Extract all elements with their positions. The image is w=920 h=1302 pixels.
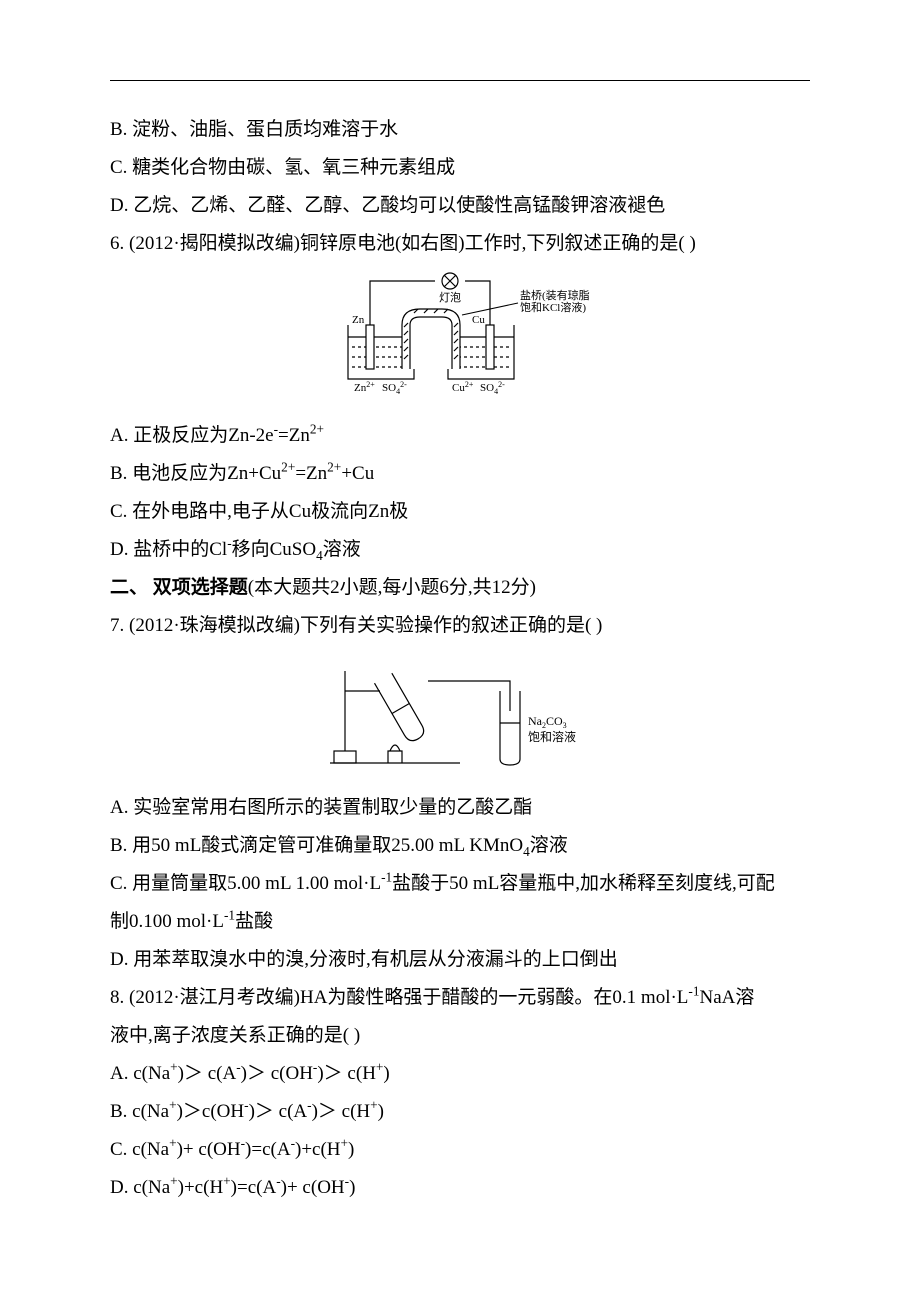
q6-option-d: D. 盐桥中的Cl-移向CuSO4溶液: [110, 531, 810, 569]
q5-option-d: D. 乙烷、乙烯、乙醛、乙醇、乙酸均可以使酸性高锰酸钾溶液褪色: [110, 187, 810, 225]
section-2-desc: (本大题共2小题,每小题6分,共12分): [248, 577, 536, 598]
q8-option-b: B. c(Na+)＞c(OH-)＞ c(A-)＞ c(H+): [110, 1093, 810, 1131]
q5-option-b: B. 淀粉、油脂、蛋白质均难溶于水: [110, 111, 810, 149]
exam-page: B. 淀粉、油脂、蛋白质均难溶于水 C. 糖类化合物由碳、氢、氧三种元素组成 D…: [0, 0, 920, 1302]
q6-option-a: A. 正极反应为Zn-2e-=Zn2+: [110, 417, 810, 455]
q8-option-d: D. c(Na+)+c(H+)=c(A-)+ c(OH-): [110, 1169, 810, 1207]
q8-stem-line2: 液中,离子浓度关系正确的是( ): [110, 1017, 810, 1055]
zn-ion-label: Zn2+: [354, 380, 375, 394]
salt-bridge-label-1: 盐桥(装有琼脂-: [520, 288, 590, 302]
section-2-header: 二、 双项选择题(本大题共2小题,每小题6分,共12分): [110, 569, 810, 607]
cu-electrode-label: Cu: [472, 314, 485, 326]
q6-option-c: C. 在外电路中,电子从Cu极流向Zn极: [110, 493, 810, 531]
q7-figure: Na2CO3 饱和溶液: [110, 651, 810, 785]
ester-apparatus-diagram: Na2CO3 饱和溶液: [310, 651, 610, 771]
q8-option-a: A. c(Na+)＞ c(A-)＞ c(OH-)＞ c(H+): [110, 1055, 810, 1093]
q8-option-c: C. c(Na+)+ c(OH-)=c(A-)+c(H+): [110, 1131, 810, 1169]
q7-option-b: B. 用50 mL酸式滴定管可准确量取25.00 mL KMnO4溶液: [110, 827, 810, 865]
na2co3-label: Na2CO3: [528, 714, 567, 730]
q7-option-d: D. 用苯萃取溴水中的溴,分液时,有机层从分液漏斗的上口倒出: [110, 941, 810, 979]
so4-ion-label-left: SO42-: [382, 380, 407, 396]
q6-option-b: B. 电池反应为Zn+Cu2+=Zn2++Cu: [110, 455, 810, 493]
bulb-label: 灯泡: [439, 290, 461, 304]
section-2-label: 二、 双项选择题: [110, 577, 248, 598]
so4-ion-label-right: SO42-: [480, 380, 505, 396]
salt-bridge-label-2: 饱和KCl溶液): [520, 300, 586, 314]
saturated-label: 饱和溶液: [528, 729, 576, 744]
top-rule: [110, 80, 810, 81]
zn-electrode-label: Zn: [352, 314, 365, 326]
q7-option-c-line2: 制0.100 mol·L-1盐酸: [110, 903, 810, 941]
q7-option-a: A. 实验室常用右图所示的装置制取少量的乙酸乙酯: [110, 789, 810, 827]
q5-option-c: C. 糖类化合物由碳、氢、氧三种元素组成: [110, 149, 810, 187]
cu-ion-label: Cu2+: [452, 380, 474, 394]
galvanic-cell-diagram: 灯泡 盐桥(装有琼脂- 饱和KCl溶液) Zn Cu Zn2+ SO42- Cu…: [330, 269, 590, 399]
q7-stem: 7. (2012·珠海模拟改编)下列有关实验操作的叙述正确的是( ): [110, 607, 810, 645]
q6-stem: 6. (2012·揭阳模拟改编)铜锌原电池(如右图)工作时,下列叙述正确的是( …: [110, 225, 810, 263]
q6-figure: 灯泡 盐桥(装有琼脂- 饱和KCl溶液) Zn Cu Zn2+ SO42- Cu…: [110, 269, 810, 413]
q7-option-c-line1: C. 用量筒量取5.00 mL 1.00 mol·L-1盐酸于50 mL容量瓶中…: [110, 865, 810, 903]
q8-stem-line1: 8. (2012·湛江月考改编)HA为酸性略强于醋酸的一元弱酸。在0.1 mol…: [110, 979, 810, 1017]
